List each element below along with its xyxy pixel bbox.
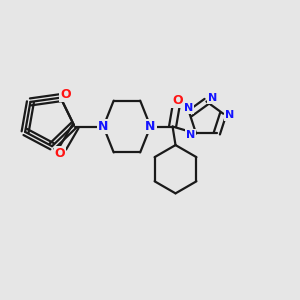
Text: N: N [98, 120, 109, 133]
Text: O: O [55, 146, 65, 160]
Text: O: O [60, 88, 70, 101]
Text: N: N [145, 120, 156, 133]
Text: O: O [172, 94, 183, 107]
Text: N: N [225, 110, 234, 120]
Text: N: N [184, 103, 193, 113]
Text: N: N [208, 93, 217, 103]
Text: N: N [185, 130, 195, 140]
